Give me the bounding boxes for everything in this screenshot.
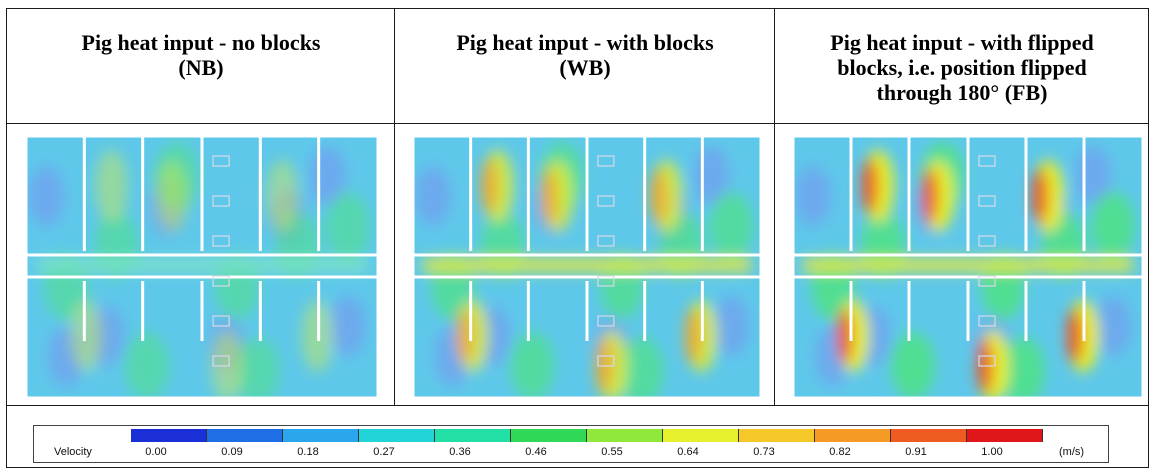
legend-tick-label: 0.46: [525, 446, 546, 458]
legend-swatch: [891, 429, 967, 442]
contour-plot: [413, 136, 761, 398]
velocity-color-legend: Velocity (m/s) 0.00 0.09 0.18 0.27 0.36 0.46 0…: [33, 425, 1109, 463]
legend-title: Velocity: [54, 446, 92, 458]
legend-swatch: [739, 429, 815, 442]
header-with-blocks: Pig heat input - with blocks (WB): [396, 30, 774, 80]
legend-swatch: [131, 429, 207, 442]
header-no-blocks: Pig heat input - no blocks (NB): [8, 30, 394, 80]
legend-tick-label: 0.00: [145, 446, 166, 458]
velocity-contour-wb: [413, 136, 761, 398]
legend-tick-label: 0.27: [373, 446, 394, 458]
header-row-divider: [6, 123, 1149, 124]
image-row-divider: [6, 405, 1149, 406]
legend-swatch: [587, 429, 663, 442]
legend-swatch: [511, 429, 587, 442]
contour-plot: [793, 136, 1143, 398]
legend-swatch: [283, 429, 359, 442]
velocity-contour-nb: [26, 136, 378, 398]
contour-plot: [26, 136, 378, 398]
legend-swatch: [663, 429, 739, 442]
column-divider-1: [394, 8, 395, 405]
legend-swatch: [207, 429, 283, 442]
velocity-contour-fb: [793, 136, 1143, 398]
legend-tick-label: 0.73: [753, 446, 774, 458]
column-divider-2: [774, 8, 775, 405]
legend-tick-label: 1.00: [981, 446, 1002, 458]
legend-swatch: [967, 429, 1043, 442]
legend-tick-label: 0.09: [221, 446, 242, 458]
legend-tick-label: 0.36: [449, 446, 470, 458]
legend-tick-label: 0.64: [677, 446, 698, 458]
legend-tick-label: 0.91: [905, 446, 926, 458]
legend-swatch: [435, 429, 511, 442]
legend-tick-label: 0.82: [829, 446, 850, 458]
legend-tick-label: 0.18: [297, 446, 318, 458]
legend-swatch: [359, 429, 435, 442]
legend-unit: (m/s): [1059, 446, 1084, 458]
legend-swatch: [815, 429, 891, 442]
header-flipped-blocks: Pig heat input - with flipped blocks, i.…: [776, 30, 1148, 105]
legend-tick-label: 0.55: [601, 446, 622, 458]
